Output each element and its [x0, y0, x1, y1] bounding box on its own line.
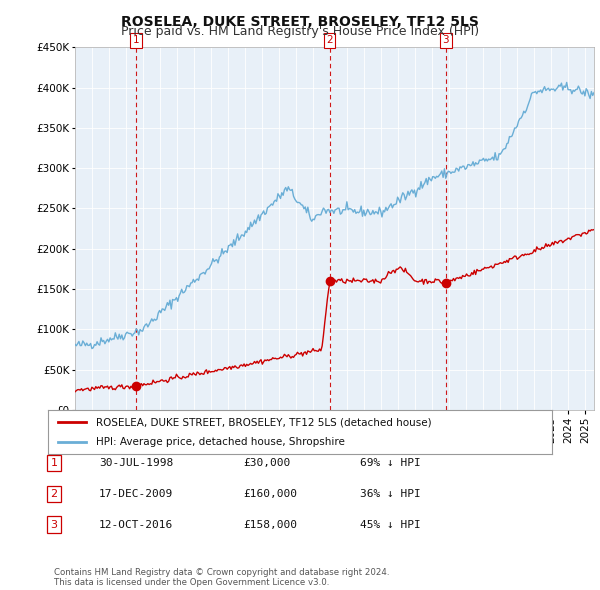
Text: ROSELEA, DUKE STREET, BROSELEY, TF12 5LS: ROSELEA, DUKE STREET, BROSELEY, TF12 5LS — [121, 15, 479, 29]
Text: 2: 2 — [326, 35, 333, 45]
Text: 30-JUL-1998: 30-JUL-1998 — [99, 458, 173, 468]
Text: £158,000: £158,000 — [243, 520, 297, 529]
Text: £30,000: £30,000 — [243, 458, 290, 468]
Text: HPI: Average price, detached house, Shropshire: HPI: Average price, detached house, Shro… — [96, 437, 345, 447]
Text: Contains HM Land Registry data © Crown copyright and database right 2024.
This d: Contains HM Land Registry data © Crown c… — [54, 568, 389, 587]
Text: 1: 1 — [50, 458, 58, 468]
Text: Price paid vs. HM Land Registry's House Price Index (HPI): Price paid vs. HM Land Registry's House … — [121, 25, 479, 38]
Text: 3: 3 — [442, 35, 449, 45]
Text: 3: 3 — [50, 520, 58, 529]
Text: 1: 1 — [133, 35, 139, 45]
Text: ROSELEA, DUKE STREET, BROSELEY, TF12 5LS (detached house): ROSELEA, DUKE STREET, BROSELEY, TF12 5LS… — [96, 418, 431, 427]
Text: 36% ↓ HPI: 36% ↓ HPI — [360, 489, 421, 499]
Text: £160,000: £160,000 — [243, 489, 297, 499]
Text: 12-OCT-2016: 12-OCT-2016 — [99, 520, 173, 529]
Text: 45% ↓ HPI: 45% ↓ HPI — [360, 520, 421, 529]
Text: 17-DEC-2009: 17-DEC-2009 — [99, 489, 173, 499]
Text: 2: 2 — [50, 489, 58, 499]
Text: 69% ↓ HPI: 69% ↓ HPI — [360, 458, 421, 468]
